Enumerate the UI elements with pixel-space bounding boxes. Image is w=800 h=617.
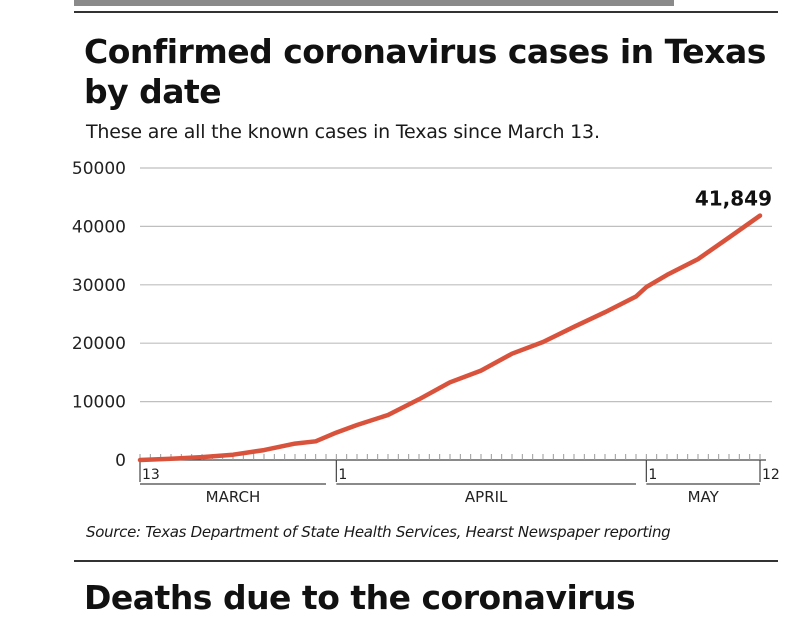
- y-tick-label: 40000: [72, 217, 126, 237]
- x-tick-label: 1: [648, 467, 657, 483]
- month-label: APRIL: [465, 488, 508, 506]
- y-tick-label: 0: [115, 451, 126, 471]
- next-section-title: Deaths due to the coronavirus: [84, 578, 636, 617]
- y-tick-label: 30000: [72, 276, 126, 296]
- top-rule: [74, 11, 778, 13]
- x-tick-label: 12: [762, 467, 780, 483]
- chart-title: Confirmed coronavirus cases in Texas by …: [84, 32, 766, 111]
- y-tick-label: 20000: [72, 334, 126, 354]
- y-tick-label: 10000: [72, 393, 126, 413]
- month-label: MARCH: [206, 488, 261, 506]
- grid-layer: [140, 167, 772, 403]
- chart-subtitle: These are all the known cases in Texas s…: [86, 121, 600, 143]
- data-label: 41,849: [695, 187, 772, 211]
- chart-source: Source: Texas Department of State Health…: [86, 523, 671, 541]
- x-tick-label: 1: [338, 467, 347, 483]
- y-axis: 0 10000 20000 30000 40000 50000: [72, 159, 126, 471]
- month-label: MAY: [688, 488, 720, 506]
- x-axis: 13 1 1 12 MARCH APRIL MAY: [138, 454, 780, 506]
- annotation-layer: 41,849: [695, 187, 772, 211]
- line-chart: 0 10000 20000 30000 40000 50000 13 1 1 12 MARCH AP…: [72, 159, 780, 506]
- top-strip: [74, 0, 674, 6]
- x-tick-label: 13: [142, 467, 160, 483]
- series-line: [137, 213, 763, 463]
- bottom-rule: [74, 560, 778, 562]
- series-layer: [137, 213, 763, 463]
- y-tick-label: 50000: [72, 159, 126, 179]
